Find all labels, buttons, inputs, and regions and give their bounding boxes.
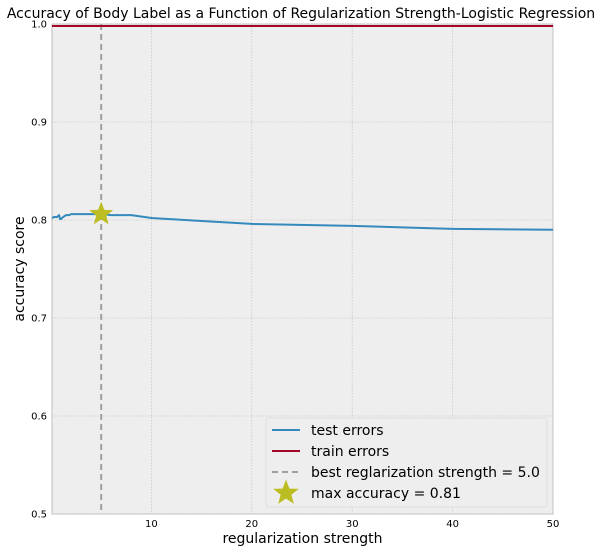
- legend-max-accuracy-label: max accuracy = 0.81: [311, 486, 461, 502]
- legend-train-errors-label: train errors: [311, 444, 389, 460]
- x-tick-label: 20: [245, 519, 258, 530]
- axis-ticks: 10 20 30 40 50 0.5 0.6 0.7 0.8 0.9 1.0: [31, 20, 559, 531]
- legend-star-icon: [273, 479, 299, 504]
- x-axis-label: regularization strength: [222, 531, 382, 547]
- series-layer: [51, 24, 554, 514]
- x-tick-label: 50: [547, 519, 560, 530]
- chart-title: Accuracy of Body Label as a Function of …: [7, 6, 595, 22]
- x-tick-label: 40: [446, 519, 459, 530]
- test-errors-line: [51, 213, 554, 231]
- y-tick-label: 0.8: [31, 216, 47, 227]
- y-tick-label: 0.5: [31, 510, 47, 521]
- legend-best-strength-label: best reglarization strength = 5.0: [311, 465, 540, 481]
- x-tick-label: 30: [346, 519, 359, 530]
- y-axis-label: accuracy score: [12, 216, 28, 321]
- y-tick-label: 1.0: [31, 20, 47, 31]
- legend-box: [265, 417, 548, 508]
- max-accuracy-star: [89, 201, 114, 225]
- x-tick-label: 10: [145, 519, 158, 530]
- legend-test-errors-label: test errors: [311, 423, 384, 439]
- y-tick-label: 0.6: [31, 412, 47, 423]
- y-tick-label: 0.9: [31, 118, 47, 129]
- legend: test errors train errors best reglarizat…: [265, 417, 548, 508]
- y-tick-label: 0.7: [31, 314, 47, 325]
